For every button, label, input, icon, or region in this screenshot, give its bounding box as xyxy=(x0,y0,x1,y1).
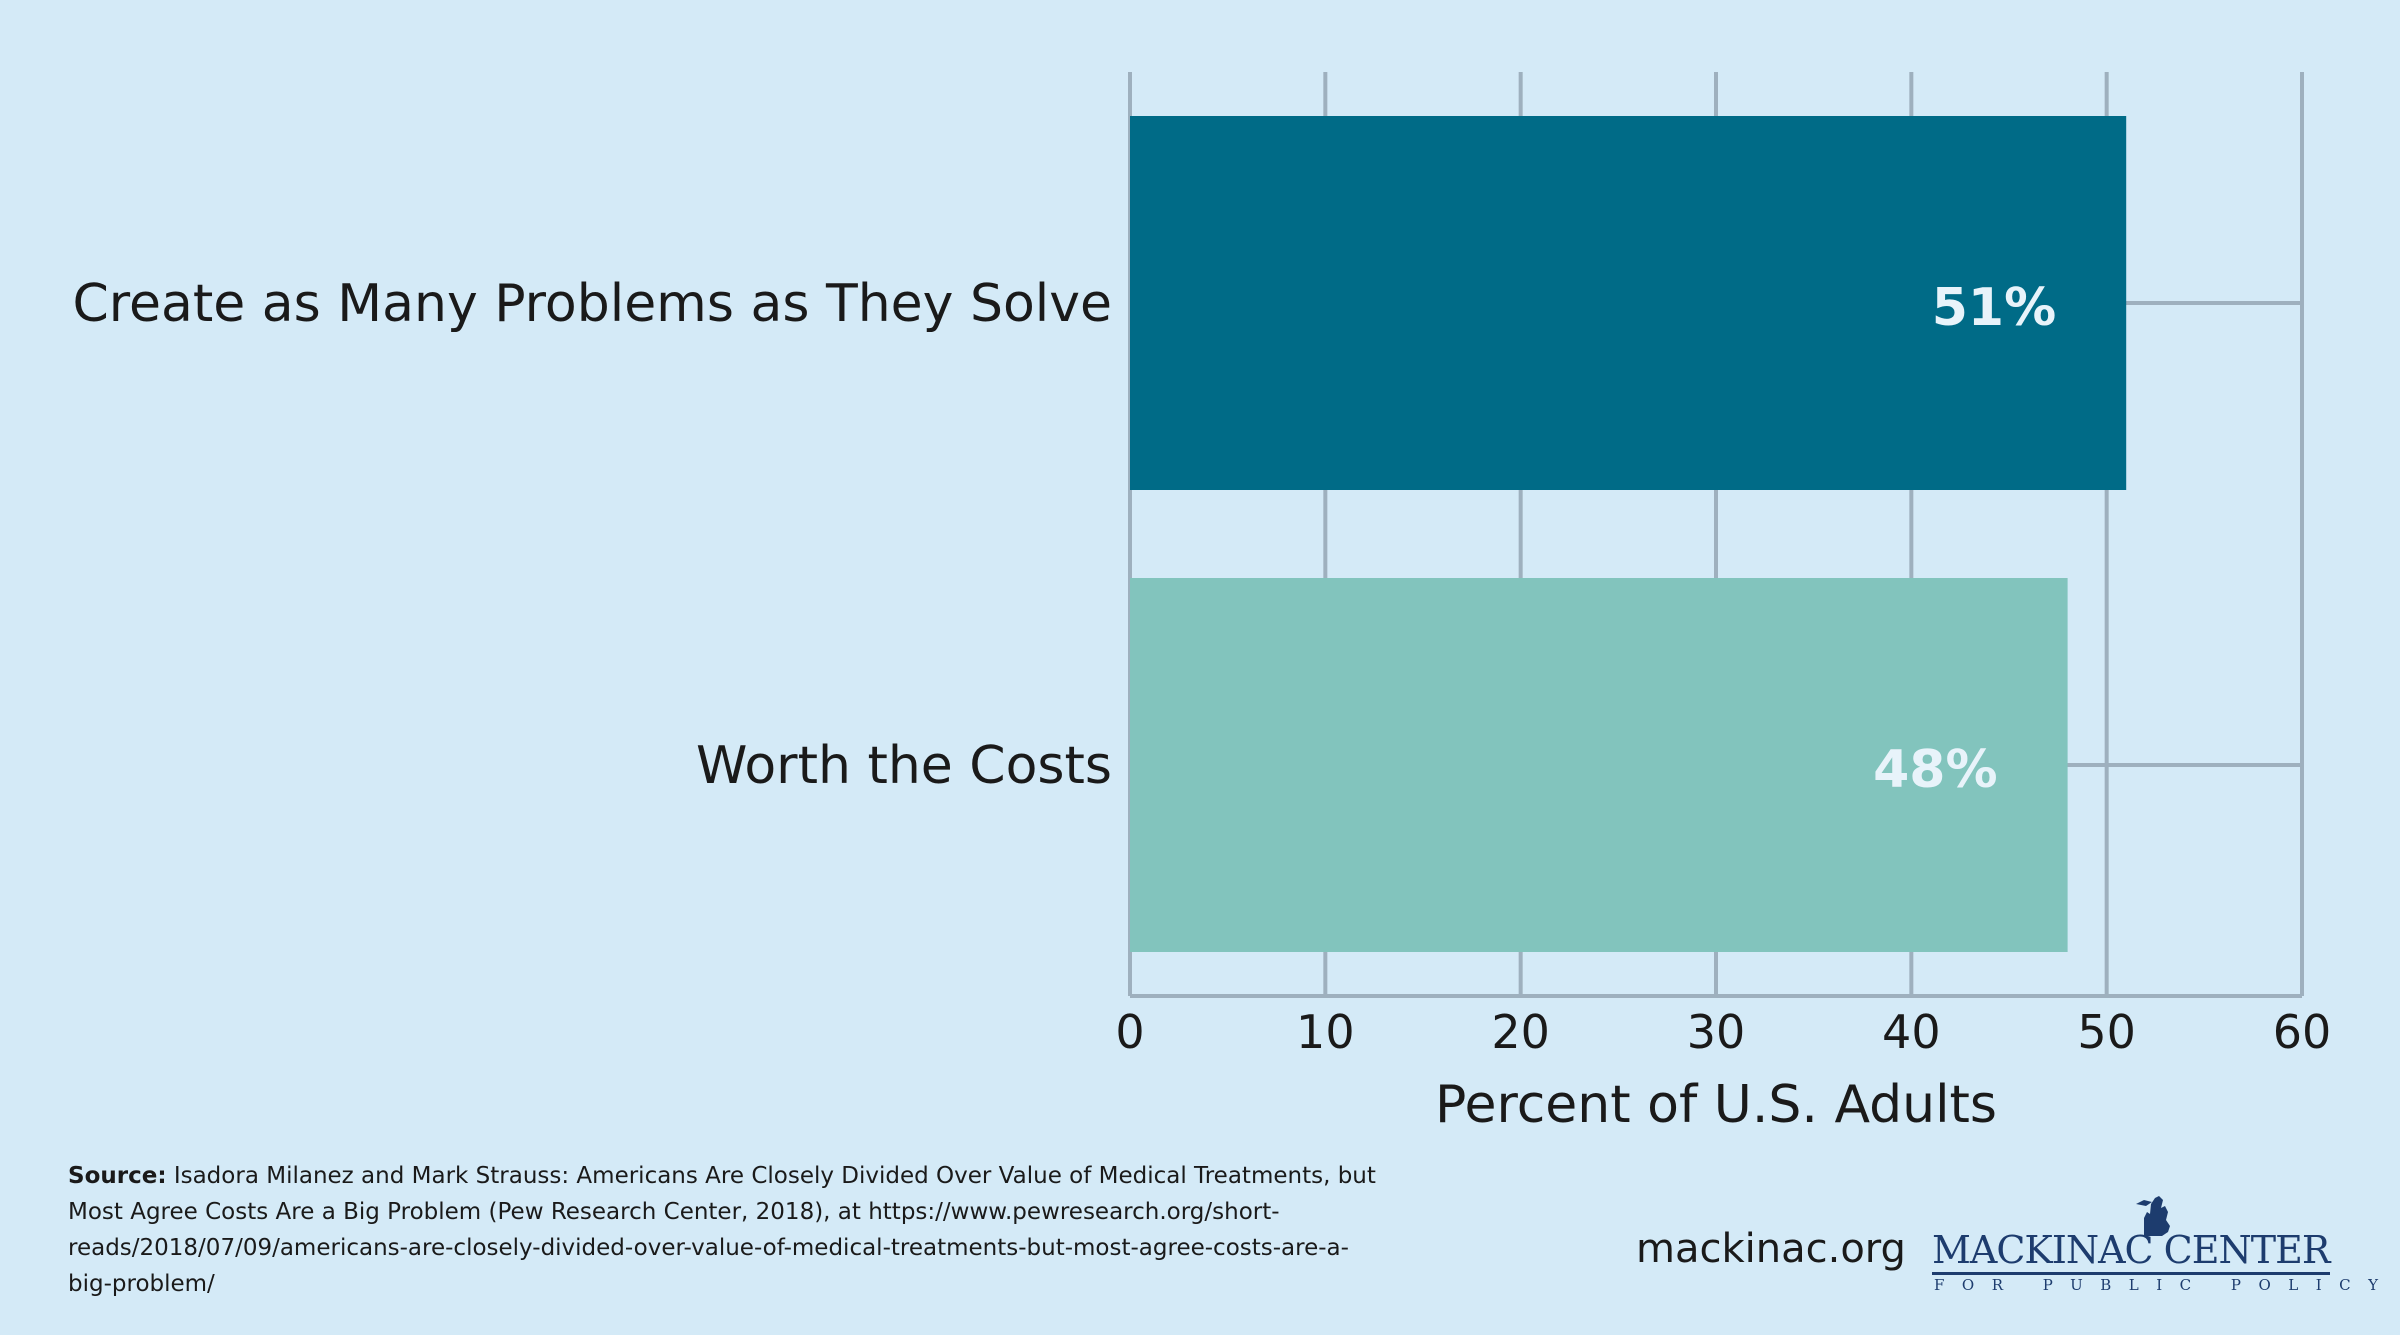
category-label-1: Worth the Costs xyxy=(696,736,1112,796)
x-tick-label-0: 0 xyxy=(1115,1005,1144,1059)
x-tick-label-40: 40 xyxy=(1882,1005,1941,1059)
bar-1 xyxy=(1130,578,2068,952)
bar-0 xyxy=(1130,116,2127,490)
bars xyxy=(1130,116,2127,952)
x-tick-label-10: 10 xyxy=(1296,1005,1355,1059)
logo-subtitle: FOR PUBLIC POLICY xyxy=(1934,1276,2396,1294)
x-tick-label-60: 60 xyxy=(2273,1005,2332,1059)
category-label-0: Create as Many Problems as They Solve xyxy=(72,274,1112,334)
labels: 51% Create as Many Problems as They Solve… xyxy=(72,274,2331,1135)
source-text: Isadora Milanez and Mark Strauss: Americ… xyxy=(68,1163,1376,1297)
logo-rule xyxy=(1932,1272,2330,1275)
x-tick-label-20: 20 xyxy=(1491,1005,1550,1059)
site-url[interactable]: mackinac.org xyxy=(1636,1226,1906,1272)
source-label: Source: xyxy=(68,1163,167,1189)
michigan-mitten-icon xyxy=(2136,1196,2170,1236)
x-axis-title: Percent of U.S. Adults xyxy=(1435,1075,1997,1135)
x-tick-label-30: 30 xyxy=(1687,1005,1746,1059)
x-tick-label-50: 50 xyxy=(2077,1005,2136,1059)
data-label-0: 51% xyxy=(1932,278,2056,338)
data-label-1: 48% xyxy=(1873,740,1997,800)
logo-wordmark: MACKINAC CENTER xyxy=(1932,1228,2330,1272)
source-citation: Source: Isadora Milanez and Mark Strauss… xyxy=(68,1158,1388,1302)
mackinac-center-logo: MACKINAC CENTER FOR PUBLIC POLICY xyxy=(1932,1192,2396,1294)
